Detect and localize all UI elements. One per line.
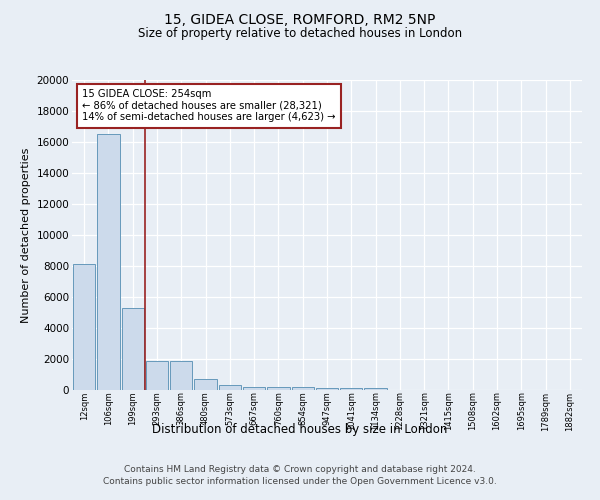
Bar — [364, 388, 387, 390]
Y-axis label: Number of detached properties: Number of detached properties — [21, 148, 31, 322]
Bar — [243, 386, 265, 390]
Bar — [194, 379, 217, 390]
Bar — [340, 388, 362, 390]
Bar — [292, 387, 314, 390]
Bar — [122, 308, 144, 390]
Bar — [316, 388, 338, 390]
Bar — [170, 362, 193, 390]
Bar — [73, 264, 95, 390]
Text: Distribution of detached houses by size in London: Distribution of detached houses by size … — [152, 422, 448, 436]
Bar — [267, 386, 290, 390]
Text: 15 GIDEA CLOSE: 254sqm
← 86% of detached houses are smaller (28,321)
14% of semi: 15 GIDEA CLOSE: 254sqm ← 86% of detached… — [82, 90, 336, 122]
Text: Contains public sector information licensed under the Open Government Licence v3: Contains public sector information licen… — [103, 478, 497, 486]
Text: Contains HM Land Registry data © Crown copyright and database right 2024.: Contains HM Land Registry data © Crown c… — [124, 465, 476, 474]
Bar — [218, 386, 241, 390]
Text: 15, GIDEA CLOSE, ROMFORD, RM2 5NP: 15, GIDEA CLOSE, ROMFORD, RM2 5NP — [164, 12, 436, 26]
Bar — [97, 134, 119, 390]
Text: Size of property relative to detached houses in London: Size of property relative to detached ho… — [138, 28, 462, 40]
Bar — [146, 362, 168, 390]
